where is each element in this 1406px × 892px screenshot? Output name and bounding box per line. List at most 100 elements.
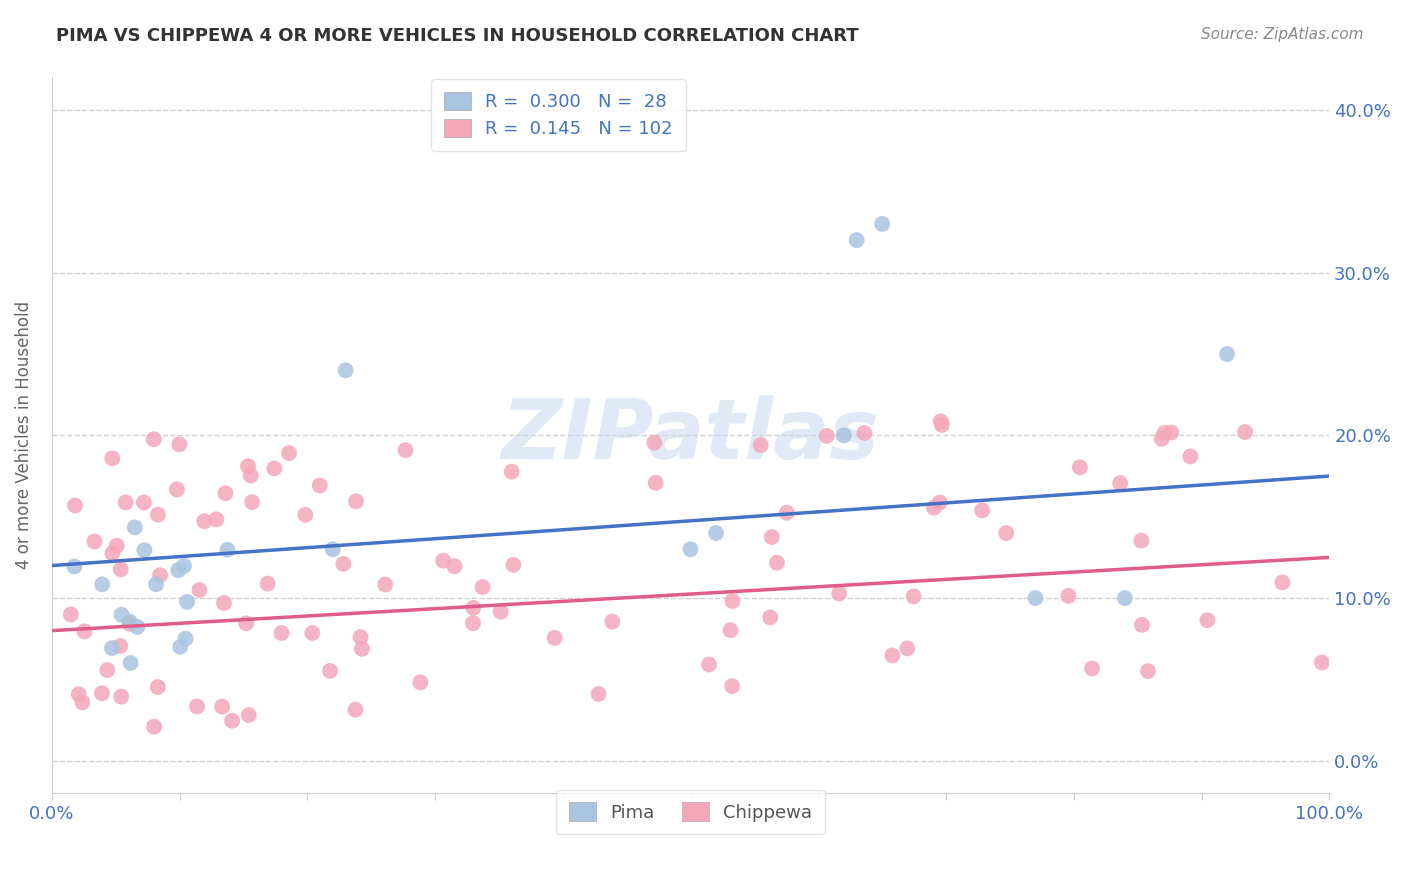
Point — [118, 616, 141, 631]
Point — [903, 590, 925, 604]
Point — [489, 605, 512, 619]
Point — [145, 577, 167, 591]
Point — [101, 641, 124, 656]
Point — [188, 582, 211, 597]
Point — [205, 512, 228, 526]
Point — [766, 556, 789, 570]
Point — [308, 478, 330, 492]
Point — [72, 695, 94, 709]
Point — [124, 520, 146, 534]
Point — [1081, 661, 1104, 675]
Y-axis label: 4 or more Vehicles in Household: 4 or more Vehicles in Household — [15, 301, 32, 569]
Point — [322, 542, 344, 557]
Point — [1234, 425, 1257, 439]
Point — [169, 437, 191, 451]
Point — [697, 657, 720, 672]
Point — [394, 443, 416, 458]
Point — [174, 632, 197, 646]
Text: ZIPatlas: ZIPatlas — [502, 395, 879, 476]
Point — [1130, 533, 1153, 548]
Point — [142, 432, 165, 446]
Point — [928, 495, 950, 509]
Point — [1114, 591, 1136, 606]
Point — [236, 459, 259, 474]
Point — [463, 600, 485, 615]
Point — [922, 500, 945, 515]
Point — [127, 620, 149, 634]
Point — [110, 690, 132, 704]
Point — [96, 663, 118, 677]
Point — [63, 499, 86, 513]
Point — [349, 630, 371, 644]
Point — [931, 417, 953, 432]
Point — [67, 687, 90, 701]
Point — [256, 576, 278, 591]
Point — [166, 483, 188, 497]
Text: PIMA VS CHIPPEWA 4 OR MORE VEHICLES IN HOUSEHOLD CORRELATION CHART: PIMA VS CHIPPEWA 4 OR MORE VEHICLES IN H… — [56, 27, 859, 45]
Point — [221, 714, 243, 728]
Point — [105, 539, 128, 553]
Point — [643, 435, 665, 450]
Point — [149, 568, 172, 582]
Point — [972, 503, 994, 517]
Point — [1130, 618, 1153, 632]
Point — [91, 577, 114, 591]
Point — [143, 720, 166, 734]
Point — [146, 508, 169, 522]
Point — [1197, 613, 1219, 627]
Point — [443, 559, 465, 574]
Legend: Pima, Chippewa: Pima, Chippewa — [557, 789, 825, 834]
Point — [110, 607, 132, 622]
Point — [173, 558, 195, 573]
Point — [471, 580, 494, 594]
Point — [186, 699, 208, 714]
Point — [91, 686, 114, 700]
Point — [759, 610, 782, 624]
Point — [1271, 575, 1294, 590]
Point — [721, 594, 744, 608]
Point — [704, 526, 727, 541]
Point — [776, 506, 799, 520]
Point — [1057, 589, 1080, 603]
Point — [332, 557, 354, 571]
Point — [344, 703, 367, 717]
Point — [1136, 664, 1159, 678]
Point — [600, 615, 623, 629]
Point — [845, 233, 868, 247]
Point — [212, 596, 235, 610]
Point — [110, 562, 132, 576]
Point — [409, 675, 432, 690]
Point — [211, 699, 233, 714]
Point — [870, 217, 893, 231]
Point — [118, 615, 141, 629]
Point — [294, 508, 316, 522]
Point — [319, 664, 342, 678]
Point — [101, 546, 124, 560]
Point — [235, 616, 257, 631]
Point — [995, 526, 1018, 541]
Point — [344, 494, 367, 508]
Point — [101, 451, 124, 466]
Point — [270, 626, 292, 640]
Point — [853, 425, 876, 440]
Point — [543, 631, 565, 645]
Point — [815, 429, 838, 443]
Point — [832, 428, 855, 442]
Point — [169, 640, 191, 654]
Point — [1024, 591, 1046, 606]
Point — [134, 543, 156, 558]
Point — [63, 559, 86, 574]
Point — [114, 495, 136, 509]
Point — [882, 648, 904, 663]
Text: Source: ZipAtlas.com: Source: ZipAtlas.com — [1201, 27, 1364, 42]
Point — [193, 514, 215, 528]
Point — [167, 563, 190, 577]
Point — [461, 616, 484, 631]
Point — [1150, 432, 1173, 446]
Point — [110, 639, 132, 653]
Point — [73, 624, 96, 639]
Point — [1109, 476, 1132, 491]
Point — [1310, 656, 1333, 670]
Point — [1069, 460, 1091, 475]
Point — [176, 595, 198, 609]
